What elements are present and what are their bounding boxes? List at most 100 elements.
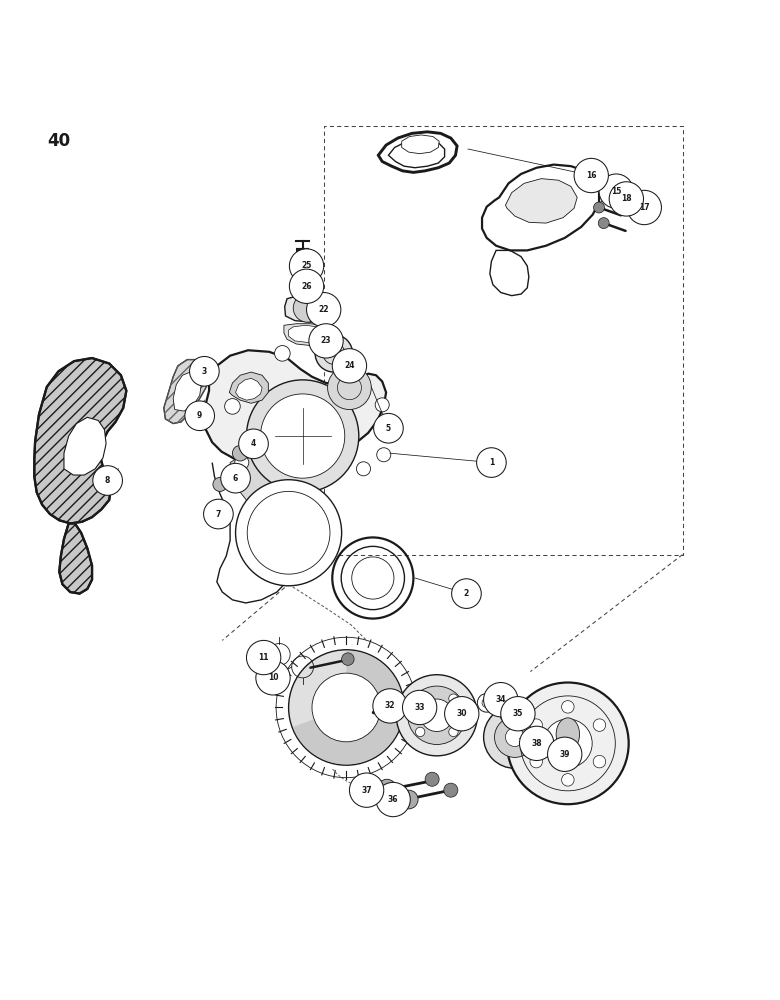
Polygon shape [173,372,201,411]
Text: 25: 25 [301,261,312,270]
Text: 40: 40 [47,132,70,150]
Text: 34: 34 [495,695,506,704]
Circle shape [232,445,248,461]
Circle shape [495,717,535,757]
Text: 36: 36 [388,795,399,804]
Polygon shape [230,458,312,525]
Circle shape [445,697,479,731]
Text: 18: 18 [621,194,632,203]
Circle shape [239,429,268,459]
Ellipse shape [556,718,580,751]
Circle shape [501,697,535,731]
Polygon shape [289,325,324,342]
Circle shape [190,356,219,386]
Circle shape [416,694,425,703]
Text: 26: 26 [301,282,312,291]
Circle shape [185,401,214,431]
Circle shape [416,727,425,737]
Text: 7: 7 [216,510,221,519]
Circle shape [246,380,359,492]
Text: 24: 24 [344,361,355,370]
Circle shape [312,673,381,742]
Circle shape [599,174,633,208]
Circle shape [484,706,546,768]
Circle shape [373,689,407,723]
Circle shape [396,675,477,756]
Circle shape [236,480,342,586]
Circle shape [408,686,466,744]
Text: 6: 6 [233,474,238,483]
Circle shape [627,190,661,225]
Circle shape [349,773,384,807]
Circle shape [289,269,324,303]
Circle shape [377,448,391,462]
Text: 3: 3 [202,367,207,376]
Circle shape [507,683,629,804]
Circle shape [246,640,281,675]
Circle shape [598,218,609,229]
Text: 35: 35 [512,709,523,718]
Circle shape [594,755,606,768]
Circle shape [213,477,227,491]
Text: 39: 39 [559,750,570,759]
Circle shape [204,499,233,529]
Circle shape [609,182,644,216]
Circle shape [574,158,608,193]
Circle shape [530,719,542,731]
Circle shape [484,683,518,717]
Circle shape [519,726,554,761]
Circle shape [452,579,481,608]
Circle shape [374,413,403,443]
Circle shape [293,294,321,322]
Circle shape [315,335,353,372]
Circle shape [500,708,514,722]
Polygon shape [505,179,577,223]
Text: 9: 9 [197,411,202,420]
Circle shape [444,783,458,797]
Circle shape [420,699,453,732]
Circle shape [93,466,122,495]
Text: 38: 38 [531,739,542,748]
Circle shape [477,693,496,712]
Circle shape [544,719,592,768]
Circle shape [289,650,404,765]
Polygon shape [284,324,329,346]
Text: 17: 17 [639,203,650,212]
Text: 4: 4 [251,439,256,448]
Circle shape [256,661,290,695]
Circle shape [275,346,290,361]
Polygon shape [164,360,209,424]
Circle shape [328,366,371,410]
Text: 5: 5 [386,424,391,433]
Polygon shape [402,135,439,154]
Circle shape [342,653,354,665]
Circle shape [307,293,341,327]
Circle shape [562,774,574,786]
Circle shape [448,727,458,737]
Text: 10: 10 [268,673,278,682]
Circle shape [295,257,310,272]
Circle shape [332,349,367,383]
Circle shape [376,782,410,817]
Text: 1: 1 [489,458,494,467]
Circle shape [399,790,418,809]
Text: 2: 2 [464,589,469,598]
Polygon shape [229,372,268,403]
Circle shape [375,398,389,412]
Circle shape [425,772,439,786]
Circle shape [289,249,324,283]
Text: 15: 15 [611,187,622,196]
Circle shape [309,324,343,358]
Circle shape [356,462,370,476]
Circle shape [221,463,250,493]
Text: 30: 30 [456,709,467,718]
Polygon shape [64,417,106,475]
Text: 22: 22 [318,305,329,314]
Text: 32: 32 [385,701,395,710]
Circle shape [530,755,542,768]
Circle shape [477,448,506,477]
Circle shape [235,456,249,470]
Circle shape [261,394,345,478]
Text: 11: 11 [258,653,269,662]
Text: 8: 8 [105,476,110,485]
